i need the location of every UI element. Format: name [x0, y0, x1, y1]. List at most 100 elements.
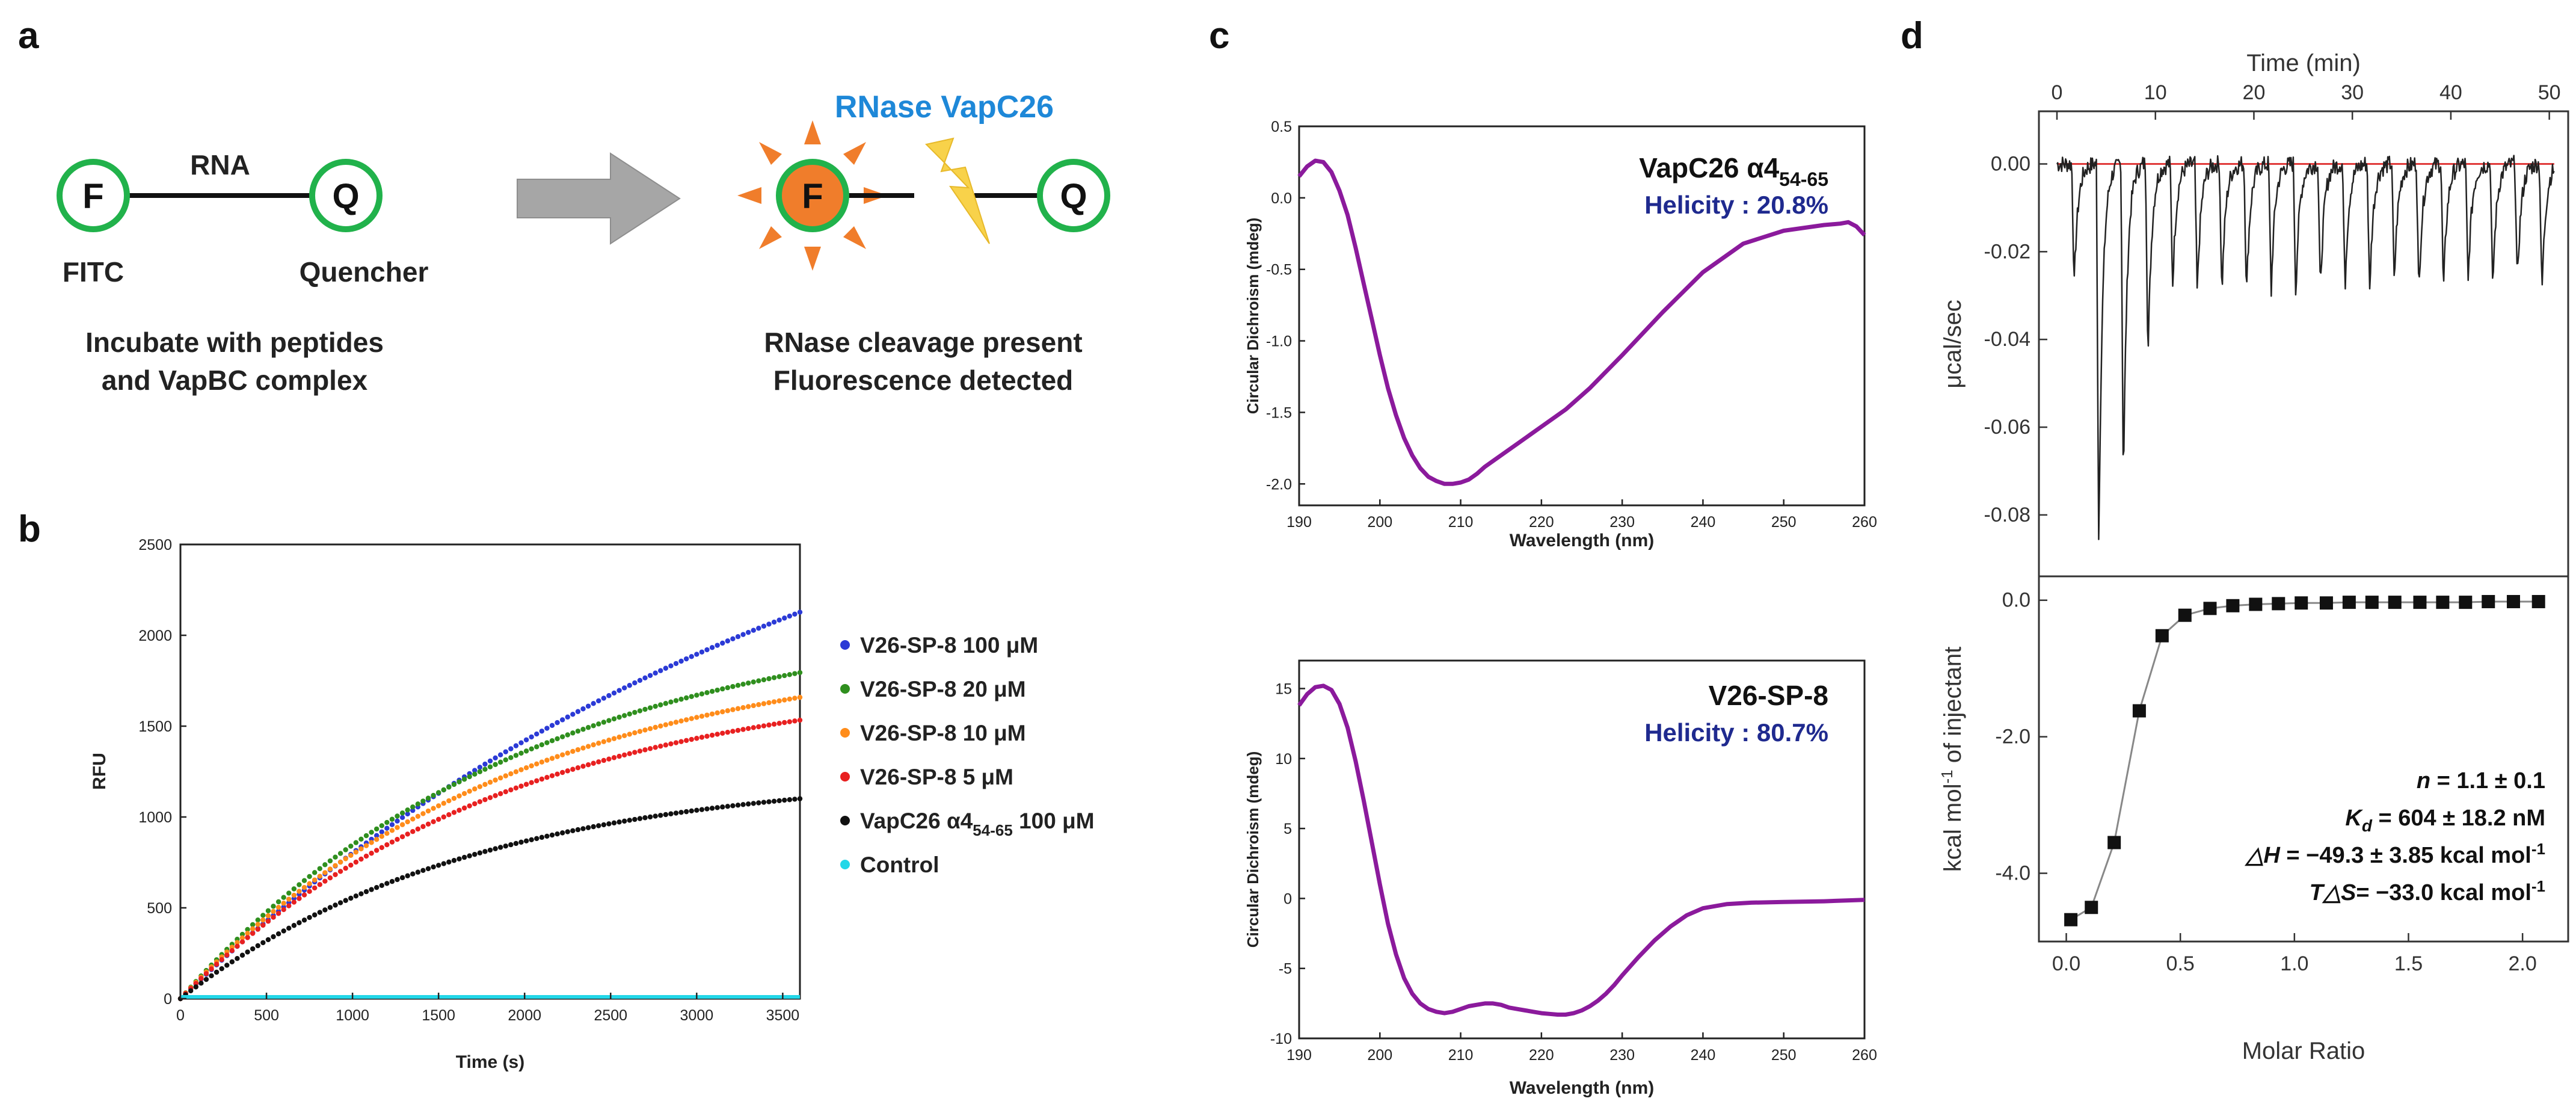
rfu-data-point: [689, 716, 694, 721]
rfu-data-point: [493, 755, 498, 761]
rfu-data-point: [683, 738, 689, 744]
itc-power-tick-label: -0.06: [1984, 416, 2031, 439]
rfu-data-point: [399, 810, 405, 816]
rfu-data-point: [497, 791, 503, 797]
rfu-data-point: [389, 816, 395, 822]
rfu-data-point: [235, 956, 240, 961]
rfu-data-point: [353, 859, 359, 865]
rfu-data-point: [405, 831, 410, 837]
rfu-data-point: [363, 889, 369, 895]
rfu-data-point: [410, 807, 416, 813]
rfu-data-point: [761, 723, 767, 729]
rfu-data-point: [441, 814, 446, 820]
rfu-data-point: [369, 830, 374, 835]
cd-chart-top: 190 200 210 220 230 240 250 260 0.5 0.0 -0.5 -1.0 -…: [1244, 119, 1877, 550]
rfu-data-point: [596, 741, 601, 746]
rfu-series-group: [177, 609, 803, 1002]
rfu-xtick-label: 2500: [594, 1007, 627, 1024]
rfu-data-point: [291, 923, 297, 928]
rfu-data-point: [333, 863, 338, 868]
rfu-data-point: [611, 755, 617, 760]
rfu-data-point: [673, 698, 679, 703]
rfu-data-point: [539, 729, 545, 734]
rfu-data-point: [379, 823, 384, 828]
rfu-data-point: [451, 858, 457, 863]
panel-label-a: a: [18, 15, 39, 57]
legend-label-vapc26: VapC26 α454-65 100 μM: [860, 809, 1095, 839]
cd2-xtick-label: 230: [1609, 1047, 1635, 1064]
rfu-data-point: [369, 887, 374, 892]
cleavage-text-line1: RNase cleavage present: [764, 327, 1082, 358]
rfu-data-point: [281, 928, 286, 934]
rfu-data-point: [461, 854, 467, 860]
rfu-data-point: [229, 959, 235, 964]
rfu-data-point: [596, 721, 601, 727]
legend-marker-5uM: [840, 772, 850, 781]
quencher-label: Quencher: [300, 256, 429, 288]
cd-bottom-spectrum-line: [1297, 683, 1865, 1017]
rfu-data-point: [756, 626, 761, 631]
rfu-data-point: [337, 900, 343, 905]
rfu-data-point: [348, 852, 354, 859]
cd2-xtick-label: 240: [1691, 1047, 1716, 1064]
itc-integrated-point: [2459, 596, 2473, 609]
rfu-data-point: [446, 785, 452, 790]
rfu-data-point: [441, 861, 446, 866]
rfu-data-point: [725, 708, 731, 714]
rfu-data-point: [493, 777, 498, 783]
rfu-data-point: [503, 749, 508, 754]
rfu-data-point: [668, 741, 674, 747]
rfu-data-point: [766, 676, 772, 682]
rfu-data-point: [198, 980, 204, 986]
rfu-xtick-label: 1000: [336, 1007, 369, 1024]
rfu-data-point: [389, 839, 395, 845]
rfu-ytick-label: 0: [164, 991, 172, 1008]
rfu-data-point: [606, 756, 612, 762]
rfu-data-point: [534, 731, 539, 737]
rfu-data-point: [456, 856, 462, 862]
rfu-data-point: [740, 802, 746, 807]
itc-integrated-point: [2342, 596, 2356, 609]
rfu-data-point: [431, 806, 436, 811]
rfu-data-point: [627, 732, 632, 737]
rfu-data-point: [678, 718, 684, 724]
rfu-data-point: [435, 863, 441, 868]
rfu-data-point: [198, 976, 204, 981]
legend-label-20uM: V26-SP-8 20 μM: [860, 677, 1026, 701]
rfu-data-point: [425, 866, 431, 872]
rfu-data-point: [523, 765, 529, 771]
rfu-data-point: [715, 643, 720, 648]
rfu-data-point: [399, 834, 405, 839]
rfu-data-point: [683, 809, 689, 815]
rfu-data-point: [343, 856, 348, 862]
rfu-data-point: [715, 732, 720, 737]
rfu-data-point: [441, 801, 446, 806]
rfu-data-point: [477, 769, 483, 774]
rfu-data-point: [493, 762, 498, 767]
released-quencher-letter: Q: [1060, 177, 1087, 216]
rfu-data-point: [255, 917, 260, 923]
rfu-data-point: [493, 846, 498, 851]
rfu-data-point: [410, 804, 416, 810]
rfu-data-point: [570, 712, 576, 717]
rfu-ytick-label: 1500: [138, 718, 172, 735]
cd1-xtick-label: 250: [1771, 514, 1797, 531]
rfu-data-point: [549, 773, 555, 778]
rfu-data-point: [482, 781, 488, 788]
itc-power-tick-label: 0.00: [1991, 153, 2030, 176]
rfu-data-point: [239, 939, 245, 945]
itc-integrated-point: [2295, 596, 2308, 610]
rfu-data-point: [265, 937, 271, 943]
cd2-xtick-label: 210: [1448, 1047, 1474, 1064]
cd2-ytick-label: 15: [1275, 681, 1292, 698]
itc-enthalpy-tick-label: -2.0: [1995, 726, 2030, 748]
rfu-data-point: [596, 698, 601, 704]
rfu-x-ticks: 0 500 1000 1500 2000 2500 3000 3500: [176, 993, 799, 1024]
rfu-data-point: [601, 739, 607, 744]
rfu-data-point: [621, 818, 627, 824]
rfu-data-point: [580, 826, 586, 831]
rfu-data-point: [358, 846, 364, 852]
rfu-data-point: [333, 902, 338, 908]
rfu-data-point: [255, 926, 260, 932]
rfu-data-point: [611, 736, 617, 741]
